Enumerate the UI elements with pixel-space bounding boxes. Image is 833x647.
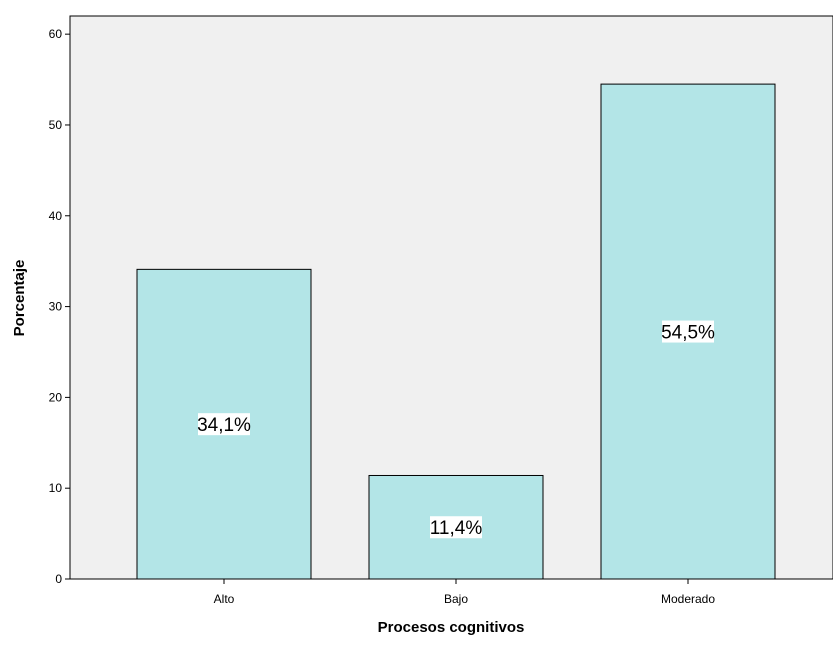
y-axis-title: Porcentaje [11, 260, 28, 337]
data-label-box [662, 320, 714, 343]
x-axis-title: Procesos cognitivos [378, 619, 525, 636]
y-tick-label: 0 [55, 572, 62, 586]
x-tick-label: Alto [214, 592, 235, 606]
data-label: 11,4% [430, 518, 483, 539]
y-tick-label: 10 [49, 481, 63, 495]
data-label-box [198, 413, 250, 436]
x-tick-label: Moderado [661, 592, 715, 606]
x-tick-label: Bajo [444, 592, 468, 606]
y-axis: 0 10 20 30 40 50 60 [49, 27, 70, 586]
y-tick-label: 40 [49, 209, 63, 223]
x-axis: Alto Bajo Moderado [214, 579, 715, 606]
y-tick-label: 20 [49, 390, 63, 404]
y-tick-label: 60 [49, 27, 63, 41]
data-label: 34,1% [197, 415, 251, 436]
data-label-box [430, 516, 482, 539]
y-tick-label: 30 [49, 300, 63, 314]
y-tick-label: 50 [49, 118, 63, 132]
data-label: 54,5% [661, 323, 715, 344]
